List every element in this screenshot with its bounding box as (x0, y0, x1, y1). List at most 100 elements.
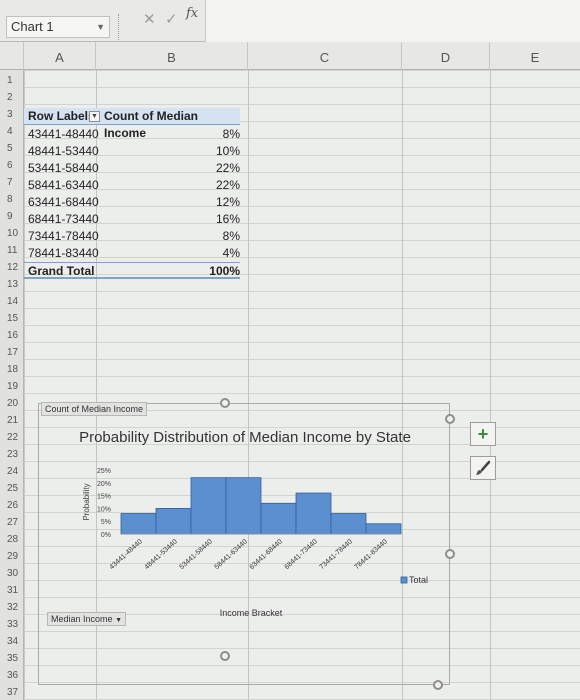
row-header[interactable]: 37 (7, 687, 19, 698)
row-header[interactable]: 24 (7, 466, 19, 477)
cell-grid[interactable] (24, 70, 580, 700)
pivot-row[interactable]: 63441-68440 12% (24, 194, 240, 211)
x-tick-label: 53441-58440 (178, 538, 213, 571)
pivot-row[interactable]: 68441-73440 16% (24, 211, 240, 228)
formula-input[interactable] (205, 0, 580, 42)
row-labels-header: Row Labels (28, 109, 95, 123)
row-header[interactable]: 22 (7, 432, 19, 443)
pivot-row-label: 48441-53440 (28, 144, 99, 158)
x-tick-label: 63441-68440 (248, 538, 283, 571)
row-header[interactable]: 7 (7, 177, 13, 188)
row-header[interactable]: 10 (7, 228, 19, 239)
row-header[interactable]: 14 (7, 296, 19, 307)
pivot-row-value: 10% (215, 144, 240, 158)
pivot-row[interactable]: 53441-58440 22% (24, 160, 240, 177)
pivot-row[interactable]: 43441-48440 8% (24, 126, 240, 143)
x-tick-label: 78441-83440 (353, 538, 388, 571)
pivot-row[interactable]: 78441-83440 4% (24, 245, 240, 262)
row-header[interactable]: 15 (7, 313, 19, 324)
column-header-b[interactable]: B (96, 42, 248, 70)
row-header[interactable]: 28 (7, 534, 19, 545)
pivot-row-label: 68441-73440 (28, 212, 99, 226)
paintbrush-icon (476, 460, 491, 475)
row-header[interactable]: 26 (7, 500, 19, 511)
row-header[interactable]: 12 (7, 262, 19, 273)
resize-handle-bottom[interactable] (220, 651, 230, 661)
value-field-button[interactable]: Count of Median Income (41, 402, 148, 416)
filter-dropdown-icon[interactable]: ▼ (89, 111, 100, 122)
row-header[interactable]: 6 (7, 160, 13, 171)
y-tick-label: 25% (97, 468, 111, 475)
pivot-row-value: 8% (222, 229, 240, 243)
row-header[interactable]: 3 (7, 109, 13, 120)
chart-title[interactable]: Probability Distribution of Median Incom… (79, 429, 411, 446)
y-axis-label: Probability (82, 483, 91, 520)
grand-total-value: 100% (209, 264, 240, 278)
row-header[interactable]: 13 (7, 279, 19, 290)
bar (330, 513, 367, 535)
row-header[interactable]: 9 (7, 211, 13, 222)
bar (190, 477, 227, 535)
formula-bar-separator (118, 14, 120, 40)
row-header[interactable]: 34 (7, 636, 19, 647)
row-header[interactable]: 21 (7, 415, 19, 426)
x-tick-label: 48441-53440 (143, 538, 178, 571)
value-field-header: Count of Median Income (104, 109, 198, 140)
cancel-icon[interactable]: ✕ (143, 11, 156, 28)
pivot-chart[interactable]: Count of Median Income Probability Distr… (38, 402, 450, 685)
pivot-grand-total-row[interactable]: Grand Total 100% (24, 262, 240, 279)
enter-icon[interactable]: ✓ (165, 11, 178, 28)
row-header[interactable]: 5 (7, 143, 13, 154)
pivot-row-value: 22% (215, 161, 240, 175)
name-box[interactable]: Chart 1 ▼ (6, 16, 110, 38)
pivot-row-value: 8% (222, 127, 240, 141)
pivot-row[interactable]: 73441-78440 8% (24, 228, 240, 245)
row-header[interactable]: 1 (7, 75, 13, 86)
resize-handle-top[interactable] (220, 398, 230, 408)
row-header[interactable]: 30 (7, 568, 19, 579)
row-header[interactable]: 19 (7, 381, 19, 392)
gridline (248, 70, 249, 700)
row-header[interactable]: 18 (7, 364, 19, 375)
chart-elements-button[interactable]: + (470, 422, 496, 446)
row-header[interactable]: 33 (7, 619, 19, 630)
row-header[interactable]: 36 (7, 670, 19, 681)
row-header[interactable]: 27 (7, 517, 19, 528)
row-header[interactable]: 31 (7, 585, 19, 596)
pivot-row[interactable]: 48441-53440 10% (24, 143, 240, 160)
function-icon[interactable]: fx (186, 6, 199, 21)
bar (260, 502, 297, 535)
pivot-row[interactable]: 58441-63440 22% (24, 177, 240, 194)
row-header[interactable]: 17 (7, 347, 19, 358)
resize-handle-top-right[interactable] (445, 414, 455, 424)
pivot-row-label: 78441-83440 (28, 246, 99, 260)
chevron-down-icon[interactable]: ▼ (96, 22, 105, 32)
gridline (402, 70, 403, 700)
resize-handle-right[interactable] (445, 549, 455, 559)
pivot-row-label: 53441-58440 (28, 161, 99, 175)
column-header-d[interactable]: D (402, 42, 490, 70)
gridline (490, 70, 491, 700)
column-header-a[interactable]: A (24, 42, 96, 70)
select-all-corner[interactable] (0, 42, 24, 70)
pivot-row-label: 58441-63440 (28, 178, 99, 192)
row-header[interactable]: 20 (7, 398, 19, 409)
row-header[interactable]: 4 (7, 126, 13, 137)
row-header[interactable]: 23 (7, 449, 19, 460)
chart-styles-button[interactable] (470, 456, 496, 480)
row-header[interactable]: 16 (7, 330, 19, 341)
row-header[interactable]: 8 (7, 194, 13, 205)
axis-field-button[interactable]: Median Income ▼ (47, 612, 126, 626)
gridline (96, 70, 97, 700)
column-header-e[interactable]: E (530, 50, 540, 65)
row-header[interactable]: 29 (7, 551, 19, 562)
resize-handle-bottom-right[interactable] (433, 680, 443, 690)
row-header[interactable]: 32 (7, 602, 19, 613)
row-header[interactable]: 2 (7, 92, 13, 103)
row-header[interactable]: 11 (7, 245, 18, 256)
row-header[interactable]: 25 (7, 483, 19, 494)
row-header[interactable]: 35 (7, 653, 19, 664)
grand-total-label: Grand Total (28, 264, 95, 278)
column-header-c[interactable]: C (248, 42, 402, 70)
x-axis-label: Income Bracket (220, 608, 283, 618)
